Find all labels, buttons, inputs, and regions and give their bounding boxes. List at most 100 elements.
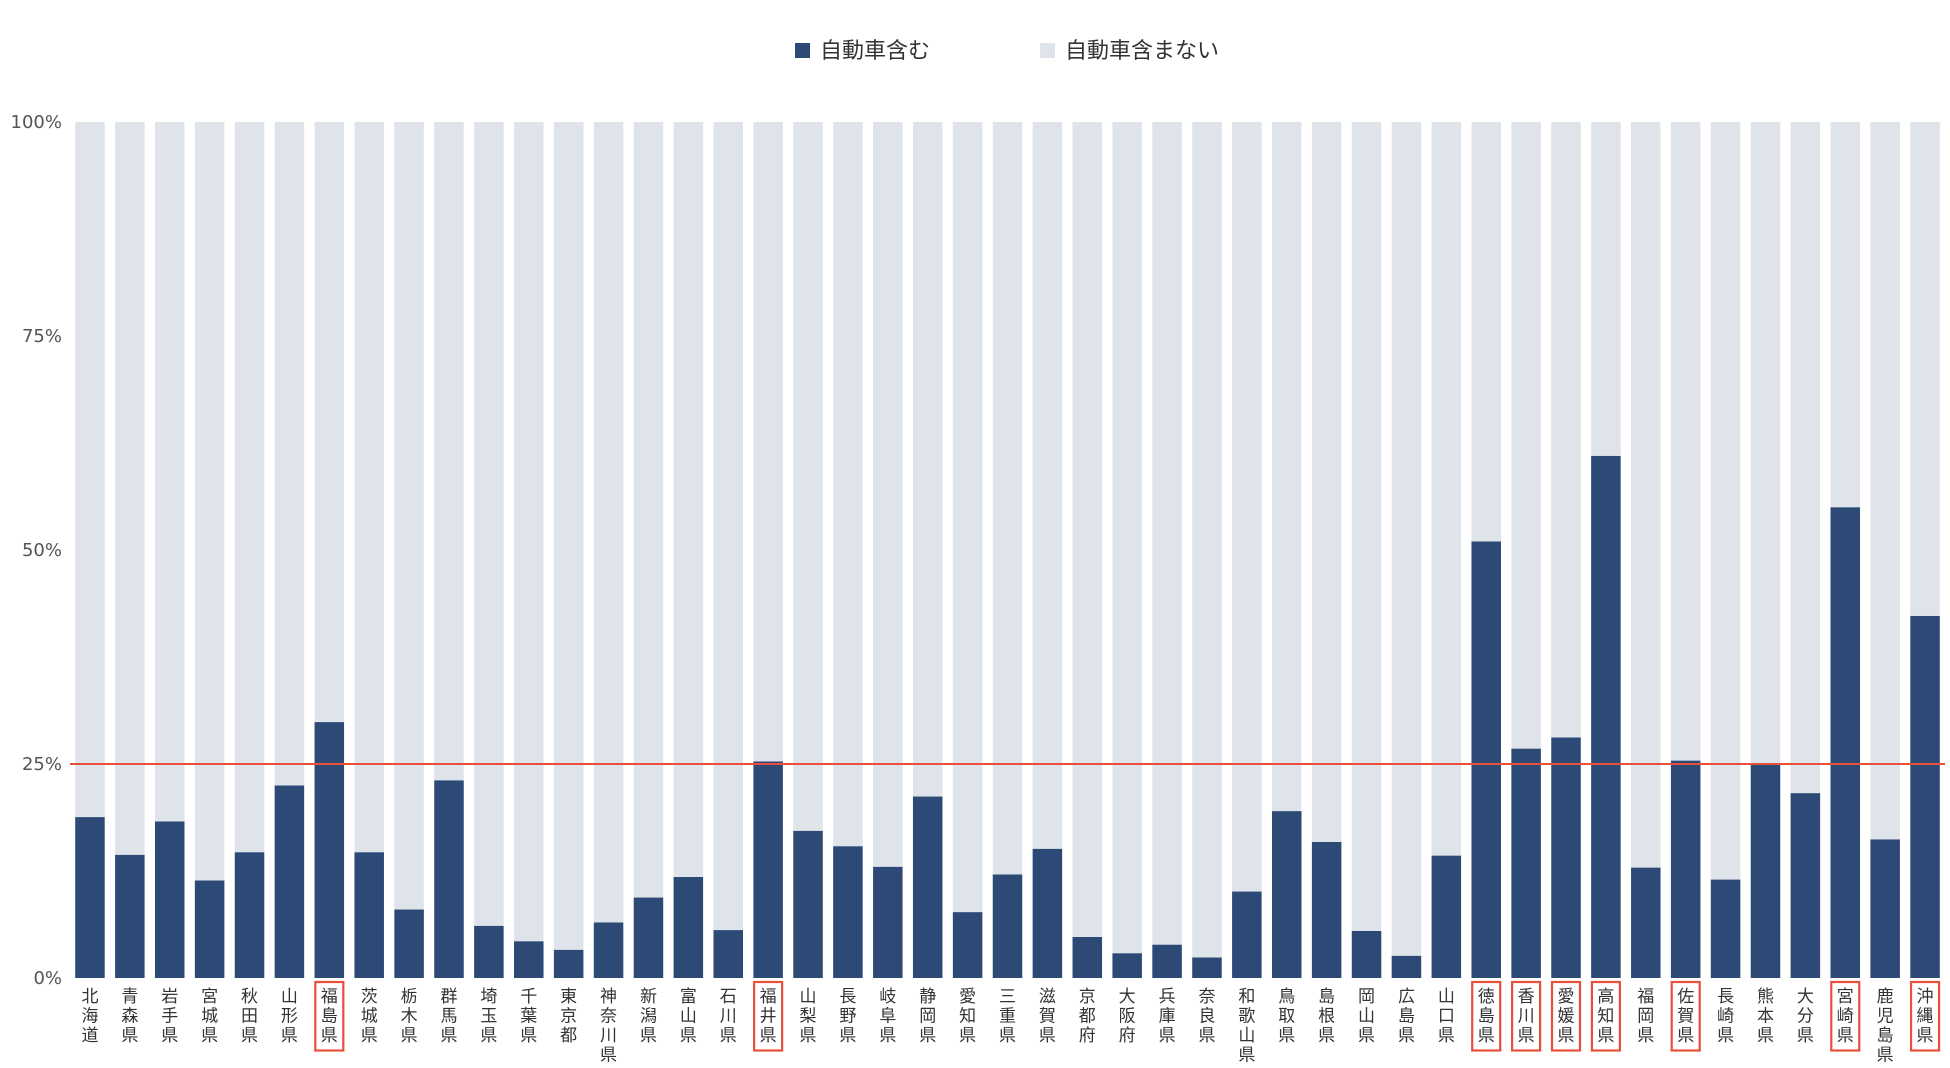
legend-label-included: 自動車含む [820, 39, 930, 64]
y-tick-label: 0% [33, 968, 62, 989]
category-label: 北海道 [81, 987, 98, 1046]
highlight-box [1909, 980, 1941, 1052]
bar-excluded [154, 122, 185, 822]
category-label: 福岡県 [1637, 987, 1654, 1046]
bar-included [1152, 944, 1182, 978]
category-label: 青森県 [121, 987, 138, 1046]
category-label: 大阪府 [1119, 987, 1136, 1046]
category-label: 広島県 [1398, 987, 1415, 1046]
bar-excluded [1152, 122, 1182, 945]
bars [75, 122, 1940, 979]
category-label: 三重県 [999, 987, 1016, 1046]
legend: 自動車含む 自動車含まない [795, 39, 1219, 64]
category-label: 茨城県 [361, 987, 378, 1046]
category-label: 島根県 [1318, 987, 1335, 1046]
bar-included [1112, 953, 1142, 978]
y-axis: 0% 25% 50% 75% 100% [11, 112, 62, 989]
bar-excluded [1072, 122, 1103, 937]
bar-excluded [1391, 122, 1422, 956]
bar-excluded [1710, 122, 1741, 880]
bar-excluded [434, 122, 464, 781]
highlight-box [314, 980, 345, 1052]
category-label: 岡山県 [1358, 987, 1375, 1046]
bar-included [1471, 541, 1501, 978]
category-label: 高知県 [1597, 987, 1614, 1046]
bar-excluded [713, 122, 743, 931]
bar-excluded [1431, 122, 1462, 856]
category-label: 岩手県 [161, 987, 178, 1046]
bar-included [154, 821, 185, 978]
bar-excluded [474, 122, 504, 926]
category-label: 兵庫県 [1159, 987, 1176, 1046]
category-label: 山口県 [1438, 987, 1455, 1046]
category-label: 福井県 [760, 987, 777, 1046]
category-label: 新潟県 [640, 987, 657, 1046]
bar-excluded [1471, 122, 1501, 542]
bar-included [434, 780, 464, 978]
bar-included [1271, 811, 1302, 978]
highlight-box [753, 980, 784, 1052]
bar-excluded [1591, 122, 1621, 456]
y-tick-label: 100% [11, 112, 62, 133]
category-label: 山梨県 [800, 987, 817, 1046]
category-label: 栃木県 [401, 987, 418, 1046]
bar-included [1351, 930, 1382, 978]
bar-excluded [793, 122, 823, 831]
bar-included [553, 949, 584, 978]
category-label: 愛媛県 [1558, 987, 1575, 1046]
bar-excluded [1870, 122, 1900, 840]
category-label: 徳島県 [1478, 987, 1495, 1046]
bar-included [1830, 507, 1861, 978]
bar-included [593, 922, 624, 978]
bar-included [1032, 848, 1063, 978]
bar-included [1790, 793, 1821, 978]
bar-excluded [1192, 122, 1222, 958]
bar-included [354, 852, 384, 978]
bar-excluded [194, 122, 225, 881]
bar-excluded [1670, 122, 1701, 761]
category-label: 奈良県 [1198, 987, 1215, 1046]
category-label: 山形県 [281, 987, 298, 1046]
bar-excluded [1910, 122, 1940, 616]
bar-excluded [833, 122, 863, 847]
bar-excluded [912, 122, 943, 797]
bar-excluded [553, 122, 584, 950]
bar-included [234, 852, 265, 978]
bar-excluded [234, 122, 265, 853]
bar-included [992, 874, 1023, 978]
bar-included [673, 876, 704, 978]
bar-included [793, 830, 823, 978]
category-label: 和歌山県 [1238, 987, 1255, 1064]
bar-excluded [873, 122, 903, 867]
bar-excluded [1311, 122, 1342, 842]
bar-included [1591, 455, 1621, 979]
category-label: 石川県 [720, 987, 737, 1046]
bar-included [394, 909, 424, 978]
bar-included [1511, 748, 1541, 978]
highlight-box [1550, 980, 1582, 1052]
bar-included [274, 785, 305, 978]
category-label: 佐賀県 [1677, 987, 1694, 1046]
bar-excluded [633, 122, 664, 898]
y-tick-label: 50% [22, 540, 62, 561]
category-label: 秋田県 [241, 987, 258, 1046]
bar-excluded [1112, 122, 1142, 954]
bar-included [1232, 891, 1262, 978]
bar-included [633, 897, 664, 978]
bar-included [952, 912, 983, 978]
x-axis: 北海道 青森県 岩手県 宮城県 秋田県 山形県 福島県 茨城県 栃木県 群馬県 埼玉県 千葉県 東京都 神… [81, 980, 1941, 1066]
bar-included [1631, 867, 1661, 978]
bar-excluded [673, 122, 704, 877]
bar-excluded [1271, 122, 1302, 812]
category-label: 鳥取県 [1278, 987, 1295, 1046]
category-label: 岐阜県 [879, 987, 896, 1046]
bar-included [1551, 737, 1581, 978]
bar-included [1192, 957, 1222, 978]
bar-excluded [394, 122, 424, 910]
category-label: 滋賀県 [1039, 987, 1056, 1046]
bar-excluded [514, 122, 544, 942]
bar-included [1870, 839, 1900, 978]
category-label: 東京都 [560, 987, 577, 1046]
